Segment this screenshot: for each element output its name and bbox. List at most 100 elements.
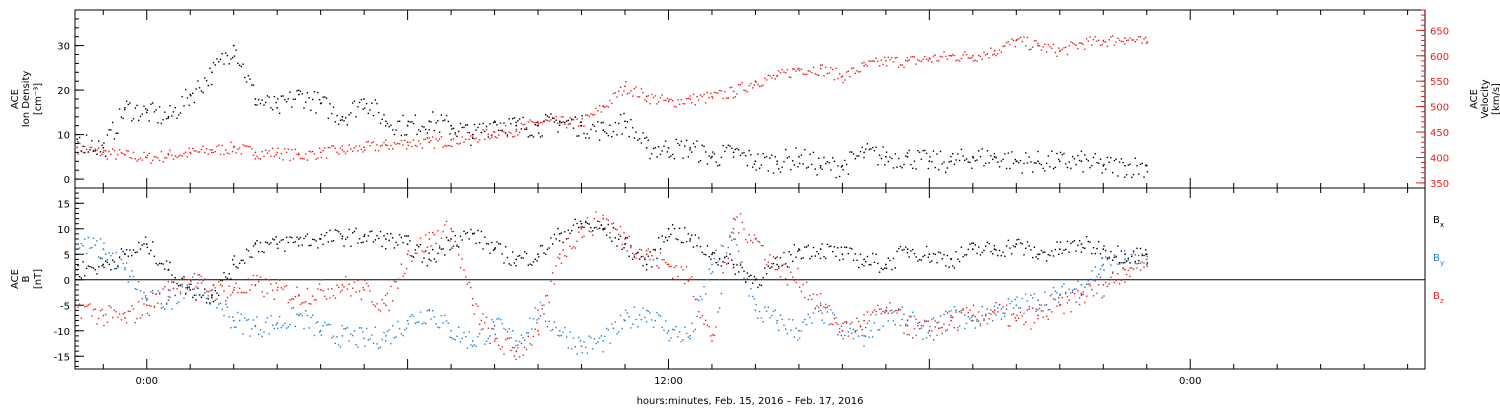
velocity-point — [211, 151, 213, 154]
by-point — [472, 345, 474, 347]
bx-point — [628, 255, 630, 257]
velocity-point — [1007, 41, 1009, 43]
bz-point — [305, 301, 307, 303]
bz-point — [621, 243, 623, 246]
ion-density-point — [440, 114, 443, 116]
velocity-point — [131, 157, 133, 160]
bz-point — [804, 296, 806, 299]
velocity-point — [139, 157, 142, 159]
bx-point — [960, 246, 963, 248]
bz-point — [409, 254, 411, 257]
velocity-point-anchor — [645, 95, 648, 98]
velocity-point — [348, 144, 350, 146]
by-point — [891, 312, 893, 314]
ion-density-point — [713, 153, 716, 155]
ion-density-point-anchor — [363, 98, 365, 100]
by-point — [701, 298, 703, 301]
ion-density-point — [805, 167, 808, 169]
velocity-point — [592, 114, 594, 116]
bx-point — [84, 275, 86, 277]
ion-density-point — [393, 133, 396, 136]
ion-density-point — [618, 122, 620, 125]
ion-density-point — [118, 108, 121, 110]
by-point — [409, 315, 411, 318]
ion-density-point — [437, 120, 439, 122]
bz-point — [419, 237, 422, 239]
by-point — [1072, 289, 1074, 291]
ion-density-point — [1040, 163, 1043, 166]
ion-density-point — [659, 153, 662, 156]
ion-density-point — [261, 99, 263, 101]
ion-density-point — [595, 130, 597, 132]
velocity-point — [727, 97, 729, 99]
bx-point — [292, 241, 295, 244]
by-point — [609, 342, 611, 344]
bz-point-anchor — [863, 319, 865, 322]
velocity-point — [332, 145, 335, 147]
ion-density-point — [494, 121, 496, 123]
bz-point — [197, 282, 199, 284]
bz-point — [362, 287, 364, 289]
by-point — [1139, 262, 1142, 264]
bx-point — [470, 228, 472, 231]
by-point — [284, 322, 286, 325]
bx-point — [760, 284, 763, 287]
bx-point — [948, 266, 950, 268]
velocity-point — [772, 74, 775, 77]
velocity-point — [1106, 45, 1109, 47]
bx-point — [903, 248, 905, 251]
bx-point — [1018, 238, 1020, 241]
velocity-point — [485, 128, 488, 131]
by-point — [414, 322, 416, 324]
ion-density-point — [1033, 162, 1036, 164]
velocity-point — [769, 75, 771, 77]
bz-point — [205, 290, 208, 292]
bz-point — [564, 255, 566, 257]
ion-density-point — [868, 148, 870, 151]
bz-point — [1038, 307, 1041, 310]
velocity-point — [287, 148, 289, 150]
velocity-point — [842, 81, 844, 84]
by-point — [501, 322, 503, 325]
bx-point — [532, 261, 535, 263]
ion-density-point — [1032, 171, 1034, 173]
bz-point — [1101, 296, 1103, 299]
bz-point — [529, 343, 531, 345]
by-point — [1002, 312, 1004, 314]
bx-point — [256, 240, 258, 242]
by-point — [642, 307, 644, 309]
bx-point-anchor — [1080, 243, 1083, 246]
bz-point — [1084, 301, 1086, 304]
ion-density-point — [386, 122, 389, 125]
velocity-point — [498, 134, 500, 136]
bx-point — [412, 256, 415, 258]
bz-point — [981, 314, 983, 317]
bz-point — [80, 317, 83, 319]
bz-point — [1023, 323, 1025, 326]
bz-point — [819, 293, 822, 295]
bz-point-anchor — [558, 253, 561, 256]
ion-density-point — [992, 158, 994, 160]
ion-density-point-anchor — [298, 93, 300, 96]
by-point — [456, 335, 458, 337]
by-point — [729, 236, 731, 238]
bz-point — [875, 310, 877, 313]
bx-point — [981, 251, 983, 254]
by-point — [1113, 254, 1116, 256]
bz-point — [266, 292, 269, 294]
ion-density-point — [277, 98, 279, 100]
ion-density-point — [1096, 161, 1098, 164]
ion-density-point — [738, 149, 740, 151]
velocity-point — [785, 72, 787, 74]
bx-point — [400, 236, 403, 239]
bx-point — [680, 241, 683, 244]
velocity-point — [411, 145, 413, 148]
bx-point — [720, 265, 723, 267]
ion-density-point — [750, 154, 752, 156]
velocity-point — [392, 148, 394, 150]
bx-point — [494, 247, 496, 249]
by-point — [498, 317, 500, 320]
bz-point-anchor — [211, 289, 213, 291]
bx-point — [416, 244, 418, 246]
velocity-point — [1009, 43, 1011, 46]
